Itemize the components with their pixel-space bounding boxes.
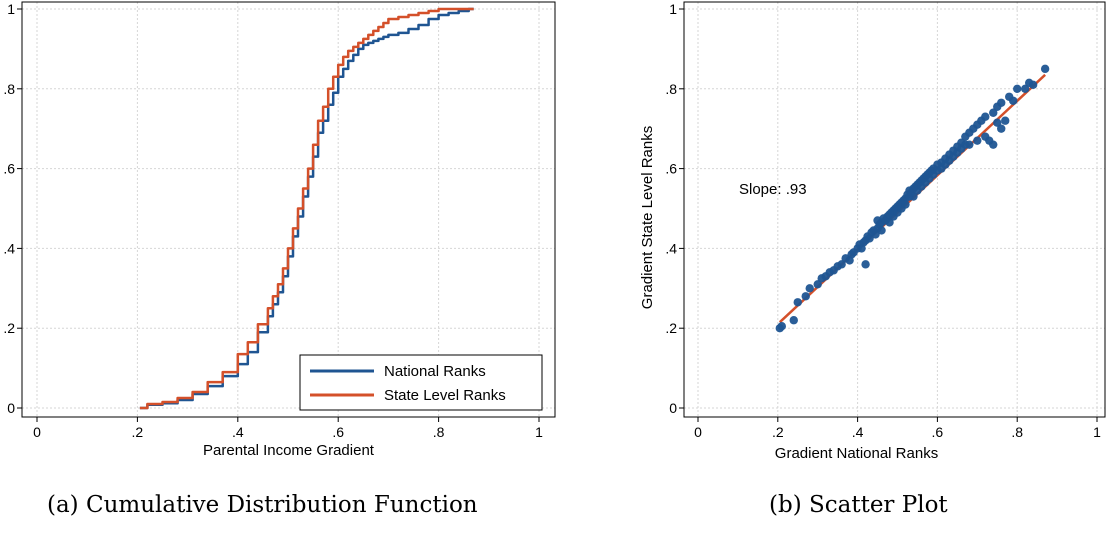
y-tick-label: .2 — [3, 320, 15, 336]
scatter-point — [861, 260, 870, 269]
scatter-point — [837, 260, 846, 269]
scatter-point — [1028, 80, 1038, 90]
y-tick-label: 1 — [669, 1, 677, 17]
scatter-point — [885, 218, 894, 227]
x-tick-label: .4 — [852, 424, 864, 440]
scatter-point — [789, 316, 798, 325]
panel-a-cdf: 0 .2 .4 .6 .8 1 0 .2 .4 .6 .8 1 Parental Income Gra… — [3, 1, 556, 459]
x-tick-label: .6 — [332, 424, 344, 440]
x-tick-label: 0 — [33, 424, 41, 440]
x-tick-label: .2 — [772, 424, 784, 440]
scatter-point — [965, 140, 974, 149]
panel-a-frame — [21, 1, 556, 418]
y-tick-label: .8 — [3, 81, 15, 97]
legend-box — [299, 354, 543, 411]
legend-label-national-ranks: National Ranks — [384, 363, 486, 380]
scatter-point — [1001, 116, 1010, 125]
panel-a-ticks: 0 .2 .4 .6 .8 1 0 .2 .4 .6 .8 1 — [3, 1, 543, 440]
y-tick-label: .4 — [665, 240, 677, 256]
x-tick-label: 0 — [694, 424, 702, 440]
panel-a-x-axis-label: Parental Income Gradient — [203, 442, 375, 459]
scatter-point — [993, 118, 1002, 127]
x-tick-label: 1 — [535, 424, 543, 440]
scatter-point — [997, 98, 1006, 107]
scatter-point — [805, 284, 814, 293]
x-tick-label: .8 — [433, 424, 445, 440]
scatter-point — [901, 200, 910, 209]
panel-b-y-axis-label: Gradient State Level Ranks — [639, 126, 656, 309]
scatter-point — [981, 112, 990, 121]
y-tick-label: .8 — [665, 81, 677, 97]
y-tick-label: .6 — [3, 161, 15, 177]
scatter-point — [877, 226, 886, 235]
panel-b-ticks: 0 .2 .4 .6 .8 1 0 .2 .4 .6 .8 1 — [665, 1, 1101, 440]
scatter-point — [1040, 64, 1050, 74]
scatter-point — [813, 280, 822, 289]
scatter-point — [801, 292, 810, 301]
scatter-point — [777, 322, 786, 331]
x-tick-label: .2 — [132, 424, 144, 440]
panel-b-grid — [684, 2, 1105, 417]
panel-b-frame — [683, 1, 1106, 418]
panel-b-points — [775, 64, 1050, 333]
scatter-point — [997, 124, 1006, 133]
scatter-point — [1013, 84, 1022, 94]
panel-a-legend: National Ranks State Level Ranks — [299, 354, 543, 411]
scatter-point — [909, 192, 918, 201]
scatter-point — [1020, 84, 1030, 94]
x-tick-label: .6 — [932, 424, 944, 440]
x-tick-label: 1 — [1093, 424, 1101, 440]
panel-b-x-axis-label: Gradient National Ranks — [775, 445, 938, 462]
caption-panel-a: (a) Cumulative Distribution Function — [47, 492, 478, 518]
scatter-point — [989, 140, 998, 149]
y-tick-label: .4 — [3, 240, 15, 256]
y-tick-label: 0 — [7, 400, 15, 416]
panel-a-lines — [139, 7, 474, 410]
series-line-state-level-ranks — [139, 7, 474, 410]
x-tick-label: .8 — [1011, 424, 1023, 440]
y-tick-label: .2 — [665, 320, 677, 336]
series-line-national-ranks — [139, 7, 474, 410]
panel-b-scatter: 0 .2 .4 .6 .8 1 0 .2 .4 .6 .8 1 Gradient National R… — [639, 1, 1106, 462]
figure: 0 .2 .4 .6 .8 1 0 .2 .4 .6 .8 1 Parental Income Gra… — [3, 1, 1106, 462]
x-tick-label: .4 — [232, 424, 244, 440]
scatter-point — [973, 136, 982, 145]
legend-label-state-level-ranks: State Level Ranks — [384, 387, 506, 404]
scatter-point — [989, 108, 998, 117]
y-tick-label: 0 — [669, 400, 677, 416]
slope-annotation: Slope: .93 — [739, 181, 807, 198]
scatter-point — [1009, 96, 1018, 105]
caption-panel-b: (b) Scatter Plot — [769, 492, 948, 518]
scatter-point — [793, 298, 802, 307]
y-tick-label: 1 — [7, 1, 15, 17]
y-tick-label: .6 — [665, 161, 677, 177]
